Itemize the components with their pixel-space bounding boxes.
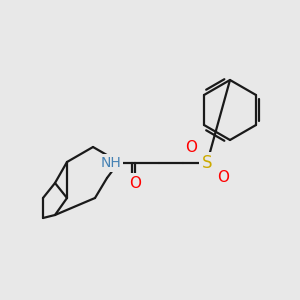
Text: O: O <box>217 169 229 184</box>
Text: O: O <box>129 176 141 190</box>
Text: NH: NH <box>100 156 122 170</box>
Text: S: S <box>202 154 212 172</box>
Text: O: O <box>185 140 197 154</box>
